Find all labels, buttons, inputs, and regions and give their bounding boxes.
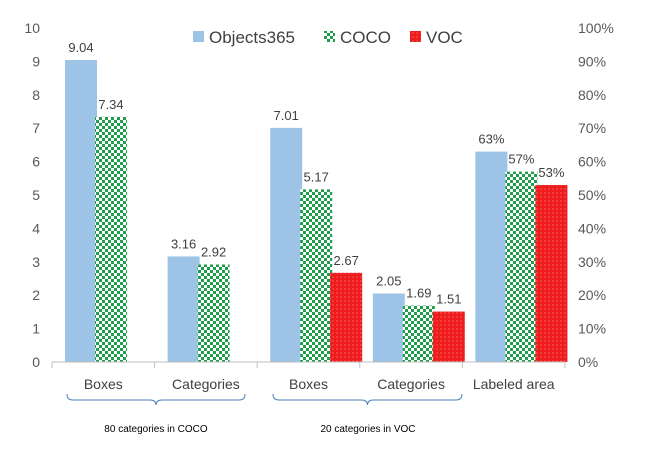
y2-tick-label: 0% <box>578 354 598 370</box>
y2-tick-label: 70% <box>578 120 606 136</box>
data-label: 57% <box>508 152 534 167</box>
y-tick-label: 0 <box>32 354 40 370</box>
y-tick-label: 6 <box>32 154 40 170</box>
y-tick-label: 1 <box>32 321 40 337</box>
data-label: 9.04 <box>68 40 93 55</box>
group-bracket-voc <box>272 393 463 406</box>
bar-coco-2 <box>300 189 333 362</box>
legend-label-voc: VOC <box>426 28 463 47</box>
data-label: 2.92 <box>201 244 226 259</box>
data-labels-layer: 9.04 3.16 7.01 2.05 63% 7.34 2.92 5.17 1.69 57% 2.… <box>68 40 565 307</box>
bar-objects365-1 <box>167 256 200 362</box>
data-label: 1.51 <box>436 292 461 307</box>
y2-tick-label: 100% <box>578 20 614 36</box>
y-tick-label: 2 <box>32 287 40 303</box>
group-label-coco: 80 categories in COCO <box>104 424 208 435</box>
y2-tick-label: 40% <box>578 220 606 236</box>
legend-swatch-coco <box>324 31 335 42</box>
data-label: 2.67 <box>334 253 359 268</box>
legend-swatch-voc <box>410 31 421 42</box>
y-tick-label: 4 <box>32 220 40 236</box>
y-tick-label: 8 <box>32 87 40 103</box>
group-label-voc: 20 categories in VOC <box>320 424 415 435</box>
axes-layer: 0123456789100%10%20%30%40%50%60%70%80%90… <box>24 20 613 435</box>
y-tick-label: 10 <box>24 20 40 36</box>
y2-tick-label: 60% <box>578 154 606 170</box>
y2-tick-label: 20% <box>578 287 606 303</box>
data-label: 7.34 <box>98 97 123 112</box>
bar-objects365-3 <box>372 293 405 362</box>
y-tick-label: 9 <box>32 53 40 69</box>
bar-voc-4 <box>535 184 568 362</box>
category-label: Categories <box>172 376 240 392</box>
data-label: 7.01 <box>274 108 299 123</box>
legend-label-coco: COCO <box>340 28 391 47</box>
data-label: 3.16 <box>171 236 196 251</box>
y2-tick-label: 80% <box>578 87 606 103</box>
data-label: 1.69 <box>406 286 431 301</box>
category-label: Labeled area <box>473 376 555 392</box>
y-tick-label: 7 <box>32 120 40 136</box>
legend-label-objects365: Objects365 <box>209 28 295 47</box>
y-tick-label: 5 <box>32 187 40 203</box>
bar-objects365-2 <box>270 127 303 362</box>
category-label: Boxes <box>84 376 123 392</box>
category-label: Categories <box>377 376 445 392</box>
bar-voc-3 <box>432 311 465 362</box>
legend-swatch-objects365 <box>193 31 204 42</box>
bar-coco-1 <box>197 264 230 362</box>
bars-layer <box>65 60 568 363</box>
legend: Objects365 COCO VOC <box>193 28 463 47</box>
data-label: 53% <box>538 165 564 180</box>
bar-voc-2 <box>330 272 363 362</box>
data-label: 63% <box>478 132 504 147</box>
bar-coco-3 <box>402 305 435 362</box>
y2-tick-label: 10% <box>578 321 606 337</box>
group-bracket-coco <box>66 393 246 406</box>
y2-tick-label: 50% <box>578 187 606 203</box>
data-label: 5.17 <box>304 169 329 184</box>
bar-coco-4 <box>505 171 538 362</box>
y-tick-label: 3 <box>32 254 40 270</box>
bar-objects365-4 <box>475 151 508 362</box>
bar-coco-0 <box>95 116 127 363</box>
y2-tick-label: 30% <box>578 254 606 270</box>
bar-objects365-0 <box>65 60 97 363</box>
data-label: 2.05 <box>376 274 401 289</box>
y2-tick-label: 90% <box>578 53 606 69</box>
category-label: Boxes <box>289 376 328 392</box>
